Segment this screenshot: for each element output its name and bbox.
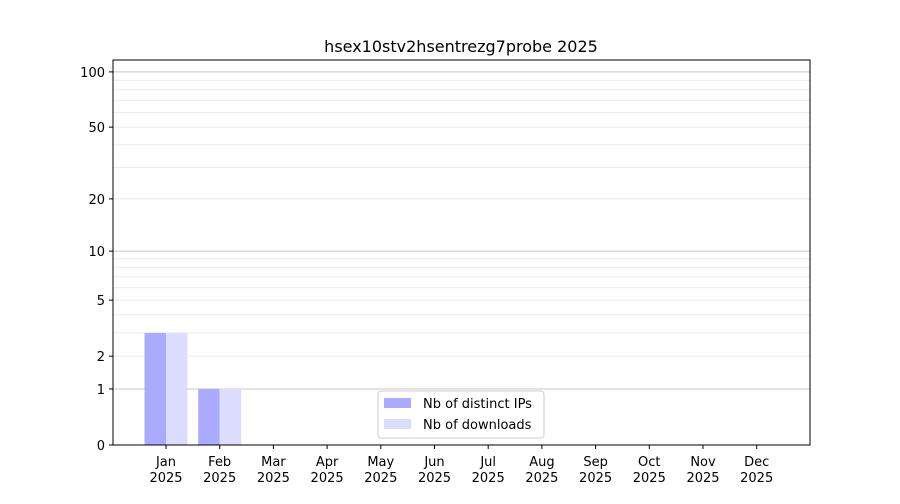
x-tick-label-line: 2025 bbox=[203, 471, 236, 486]
chart-title: hsex10stv2hsentrezg7probe 2025 bbox=[324, 37, 598, 56]
y-tick-label: 0 bbox=[97, 439, 105, 454]
y-tick-label: 20 bbox=[88, 193, 105, 208]
x-tick-label-line: Feb bbox=[208, 455, 231, 470]
x-tick-label-line: Aug bbox=[529, 455, 554, 470]
x-tick-label-line: 2025 bbox=[686, 471, 719, 486]
x-tick-label-line: Jan bbox=[155, 455, 176, 470]
y-tick-label: 1 bbox=[97, 383, 105, 398]
bar-distinct-ips bbox=[144, 332, 166, 445]
x-tick-label-line: Mar bbox=[261, 455, 286, 470]
y-tick-label: 2 bbox=[97, 350, 105, 365]
x-tick-label-line: Oct bbox=[638, 455, 660, 470]
x-tick-label: Mar 2025 bbox=[257, 455, 290, 486]
x-tick-label-line: Apr bbox=[316, 455, 339, 470]
x-tick-label-line: 2025 bbox=[311, 471, 344, 486]
y-axis: 0 1 2 5 10 20 50 100 bbox=[80, 66, 113, 454]
x-tick-label: May 2025 bbox=[364, 455, 397, 486]
legend-label: Nb of distinct IPs bbox=[423, 397, 532, 412]
plot-frame bbox=[112, 59, 811, 446]
grid bbox=[113, 71, 810, 390]
legend-label: Nb of downloads bbox=[423, 418, 532, 433]
y-tick-label: 10 bbox=[88, 245, 105, 260]
x-tick-label: Sep 2025 bbox=[579, 455, 612, 486]
legend-swatch bbox=[384, 398, 411, 408]
x-tick-label: Nov 2025 bbox=[686, 455, 719, 486]
y-tick-label: 100 bbox=[80, 66, 105, 81]
x-tick-label-line: 2025 bbox=[633, 471, 666, 486]
x-tick-label: Dec 2025 bbox=[740, 455, 773, 486]
x-tick-label-line: 2025 bbox=[149, 471, 182, 486]
x-tick-label: Oct 2025 bbox=[633, 455, 666, 486]
x-tick-label: Jun 2025 bbox=[418, 455, 451, 486]
x-tick-label-line: 2025 bbox=[579, 471, 612, 486]
bars bbox=[144, 332, 242, 445]
x-tick-label-line: Jul bbox=[479, 455, 496, 470]
x-tick-label-line: Nov bbox=[690, 455, 716, 470]
legend-swatch bbox=[384, 419, 411, 429]
y-tick-label: 50 bbox=[88, 121, 105, 136]
x-tick-label-line: 2025 bbox=[364, 471, 397, 486]
x-tick-label: Aug 2025 bbox=[525, 455, 558, 486]
x-tick-label: Jul 2025 bbox=[472, 455, 505, 486]
x-tick-label: Apr 2025 bbox=[311, 455, 344, 486]
x-tick-label-line: May bbox=[367, 455, 394, 470]
x-tick-label-line: 2025 bbox=[257, 471, 290, 486]
x-tick-label-line: Sep bbox=[583, 455, 608, 470]
x-tick-label: Feb 2025 bbox=[203, 455, 236, 486]
legend-box bbox=[377, 390, 545, 439]
bar-downloads bbox=[166, 332, 188, 445]
x-tick-label: Jan 2025 bbox=[149, 455, 182, 486]
bar-downloads bbox=[219, 388, 242, 445]
x-tick-label-line: 2025 bbox=[740, 471, 773, 486]
x-tick-label-line: Dec bbox=[744, 455, 769, 470]
bar-distinct-ips bbox=[198, 388, 220, 445]
x-tick-label-line: 2025 bbox=[525, 471, 558, 486]
legend: Nb of distinct IPs Nb of downloads bbox=[377, 390, 545, 439]
x-tick-label-line: 2025 bbox=[472, 471, 505, 486]
y-tick-label: 5 bbox=[97, 294, 105, 309]
x-tick-label-line: 2025 bbox=[418, 471, 451, 486]
x-tick-label-line: Jun bbox=[423, 455, 444, 470]
